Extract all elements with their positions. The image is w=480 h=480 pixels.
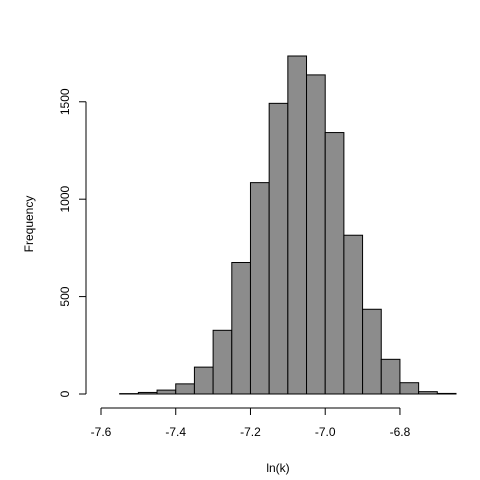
histogram-bar bbox=[287, 55, 308, 395]
histogram-bar bbox=[324, 132, 345, 395]
histogram-bar bbox=[380, 358, 401, 395]
histogram-bar bbox=[156, 389, 177, 395]
histogram-bar bbox=[137, 391, 158, 395]
histogram-bar bbox=[399, 382, 420, 395]
histogram-bar bbox=[212, 329, 233, 395]
histogram-bar bbox=[193, 366, 214, 395]
histogram-bar bbox=[306, 74, 326, 395]
histogram-bar bbox=[343, 234, 364, 395]
y-tick-label: 0 bbox=[58, 390, 72, 397]
histogram-bar bbox=[436, 392, 457, 395]
y-axis-label: Frequency bbox=[22, 196, 36, 253]
y-tick-label: 1000 bbox=[58, 186, 72, 213]
histogram-bar bbox=[268, 102, 289, 395]
x-tick-label: -7.6 bbox=[91, 425, 112, 439]
y-tick-label: 1500 bbox=[58, 88, 72, 115]
y-tick-label: 500 bbox=[58, 286, 72, 306]
histogram-bar bbox=[231, 262, 251, 395]
x-tick-label: -7.2 bbox=[240, 425, 261, 439]
histogram-bar bbox=[418, 391, 438, 395]
histogram-bar bbox=[175, 383, 195, 395]
histogram-bar bbox=[362, 308, 382, 395]
x-tick-label: -6.8 bbox=[390, 425, 411, 439]
y-axis: 0 500 1000 1500 bbox=[58, 88, 87, 397]
bars-group bbox=[119, 55, 457, 395]
histogram-bar bbox=[249, 182, 270, 395]
x-axis-label: ln(k) bbox=[266, 461, 289, 475]
x-tick-label: -7.0 bbox=[315, 425, 336, 439]
x-axis: -7.6 -7.4 -7.2 -7.0 -6.8 bbox=[91, 407, 411, 439]
x-tick-label: -7.4 bbox=[165, 425, 186, 439]
